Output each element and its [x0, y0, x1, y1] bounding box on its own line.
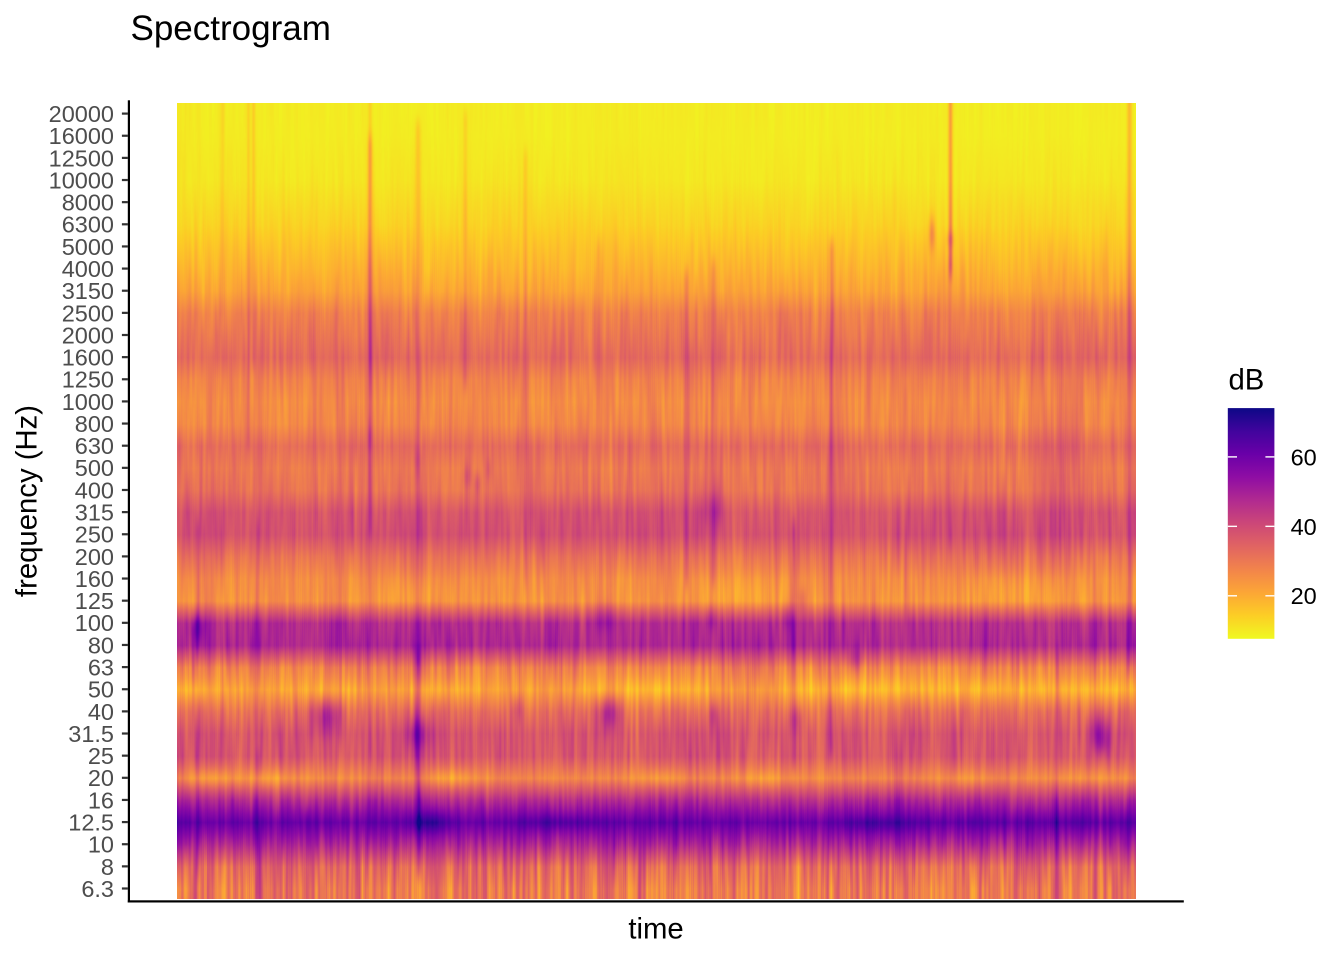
svg-text:20: 20 [1291, 583, 1317, 609]
svg-text:4000: 4000 [62, 256, 114, 282]
svg-text:1000: 1000 [62, 389, 114, 415]
svg-text:60: 60 [1291, 444, 1317, 470]
svg-text:63: 63 [88, 655, 114, 681]
svg-text:100: 100 [75, 610, 114, 636]
svg-text:8000: 8000 [62, 190, 114, 216]
svg-text:400: 400 [75, 477, 114, 503]
svg-text:6300: 6300 [62, 212, 114, 238]
svg-text:1600: 1600 [62, 345, 114, 371]
svg-text:12.5: 12.5 [68, 809, 114, 835]
svg-text:dB: dB [1229, 364, 1265, 397]
svg-text:315: 315 [75, 500, 114, 526]
svg-text:500: 500 [75, 455, 114, 481]
svg-text:8: 8 [101, 854, 114, 880]
svg-text:800: 800 [75, 411, 114, 437]
svg-text:160: 160 [75, 566, 114, 592]
svg-text:12500: 12500 [49, 145, 114, 171]
svg-text:250: 250 [75, 522, 114, 548]
svg-text:25: 25 [88, 743, 114, 769]
svg-text:3150: 3150 [62, 278, 114, 304]
svg-text:Spectrogram: Spectrogram [131, 9, 331, 48]
svg-text:10000: 10000 [49, 167, 114, 193]
svg-text:50: 50 [88, 677, 114, 703]
svg-text:2000: 2000 [62, 322, 114, 348]
svg-text:6.3: 6.3 [81, 876, 114, 902]
svg-text:125: 125 [75, 588, 114, 614]
svg-text:31.5: 31.5 [68, 721, 114, 747]
svg-text:80: 80 [88, 632, 114, 658]
svg-text:5000: 5000 [62, 234, 114, 260]
svg-text:frequency (Hz): frequency (Hz) [11, 405, 44, 597]
svg-text:2500: 2500 [62, 300, 114, 326]
svg-text:16000: 16000 [49, 123, 114, 149]
svg-text:200: 200 [75, 544, 114, 570]
svg-text:1250: 1250 [62, 367, 114, 393]
svg-text:40: 40 [1291, 514, 1317, 540]
svg-text:time: time [628, 913, 683, 946]
svg-text:630: 630 [75, 433, 114, 459]
svg-text:40: 40 [88, 699, 114, 725]
svg-text:20000: 20000 [49, 101, 114, 127]
svg-text:16: 16 [88, 787, 114, 813]
svg-text:10: 10 [88, 832, 114, 858]
svg-text:20: 20 [88, 765, 114, 791]
